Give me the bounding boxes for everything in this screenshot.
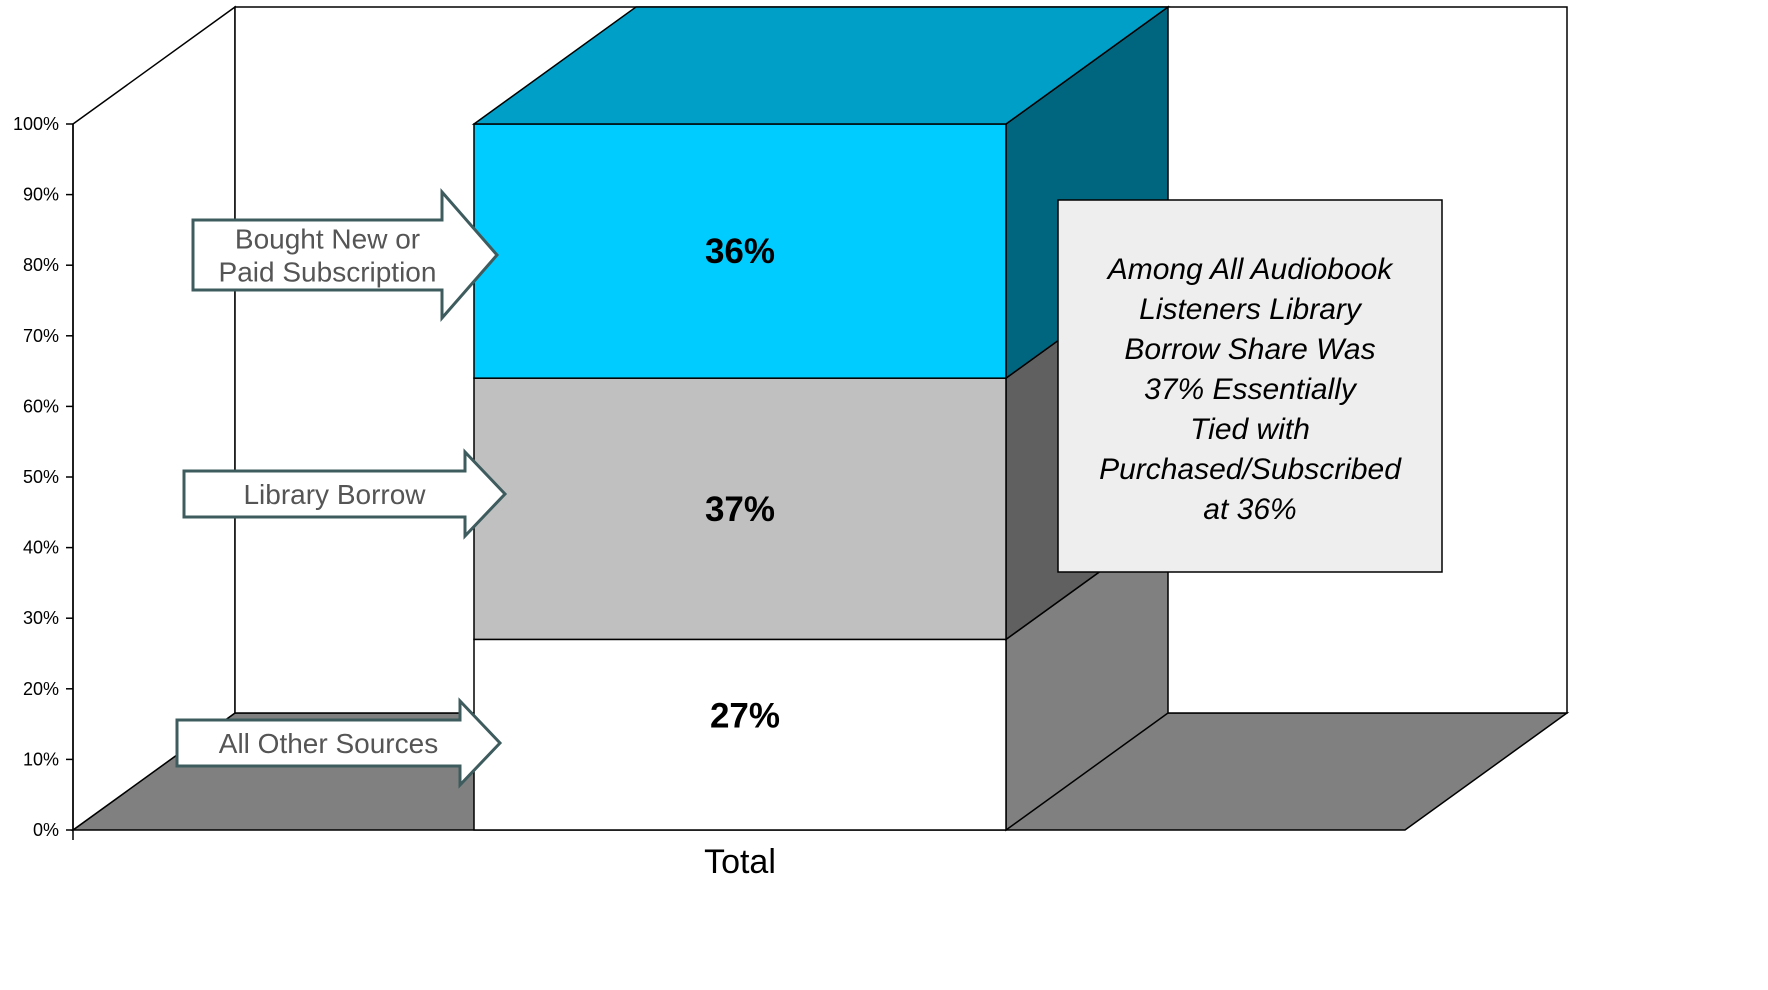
y-tick-label: 60% bbox=[23, 396, 59, 416]
data-label-0: 27% bbox=[710, 696, 780, 735]
bar-stack: 27% 37% 36% bbox=[471, 5, 1171, 832]
callout-box: Among All Audiobook Listeners Library Borr… bbox=[1057, 199, 1443, 573]
callout-line: 37% Essentially bbox=[1144, 373, 1358, 406]
x-axis: Total bbox=[704, 843, 776, 881]
bar-segment-1 bbox=[473, 377, 1007, 641]
arrow-callout-1 bbox=[182, 448, 508, 540]
y-tick-label: 50% bbox=[23, 467, 59, 487]
bar-top bbox=[471, 6, 1171, 125]
data-label-2: 36% bbox=[705, 232, 775, 271]
arrow-callout-2 bbox=[175, 697, 503, 789]
chart-side-wall bbox=[72, 5, 236, 832]
y-tick-label: 80% bbox=[23, 255, 59, 275]
arrow-label: All Other Sources bbox=[219, 728, 438, 759]
callout-line: at 36% bbox=[1203, 493, 1296, 526]
y-tick-label: 30% bbox=[23, 608, 59, 628]
arrow-callout-0 bbox=[191, 188, 499, 322]
bar-segment-0 bbox=[473, 638, 1007, 831]
arrow-label: Paid Subscription bbox=[219, 257, 437, 288]
y-tick-label: 40% bbox=[23, 538, 59, 558]
arrow-label: Bought New or bbox=[235, 224, 420, 255]
callout-line: Among All Audiobook bbox=[1106, 253, 1395, 286]
y-axis: 0% 10% 20% 30% 40% 50% 60% 70% 80% 90% 100% bbox=[13, 114, 74, 840]
y-tick-label: 100% bbox=[13, 114, 59, 134]
callout-line: Tied with bbox=[1190, 413, 1310, 446]
x-category-label: Total bbox=[704, 843, 776, 881]
callout-line: Purchased/Subscribed bbox=[1099, 453, 1402, 486]
bar-segment-2 bbox=[473, 123, 1007, 379]
arrow-label: Library Borrow bbox=[243, 479, 426, 510]
callout-background bbox=[1057, 199, 1443, 573]
callout-line: Listeners Library bbox=[1139, 293, 1363, 326]
y-tick-label: 0% bbox=[33, 820, 59, 840]
y-tick-label: 70% bbox=[23, 326, 59, 346]
data-label-1: 37% bbox=[705, 490, 775, 529]
y-tick-label: 20% bbox=[23, 679, 59, 699]
y-tick-label: 10% bbox=[23, 749, 59, 769]
callout-line: Borrow Share Was bbox=[1124, 333, 1375, 366]
y-tick-label: 90% bbox=[23, 185, 59, 205]
